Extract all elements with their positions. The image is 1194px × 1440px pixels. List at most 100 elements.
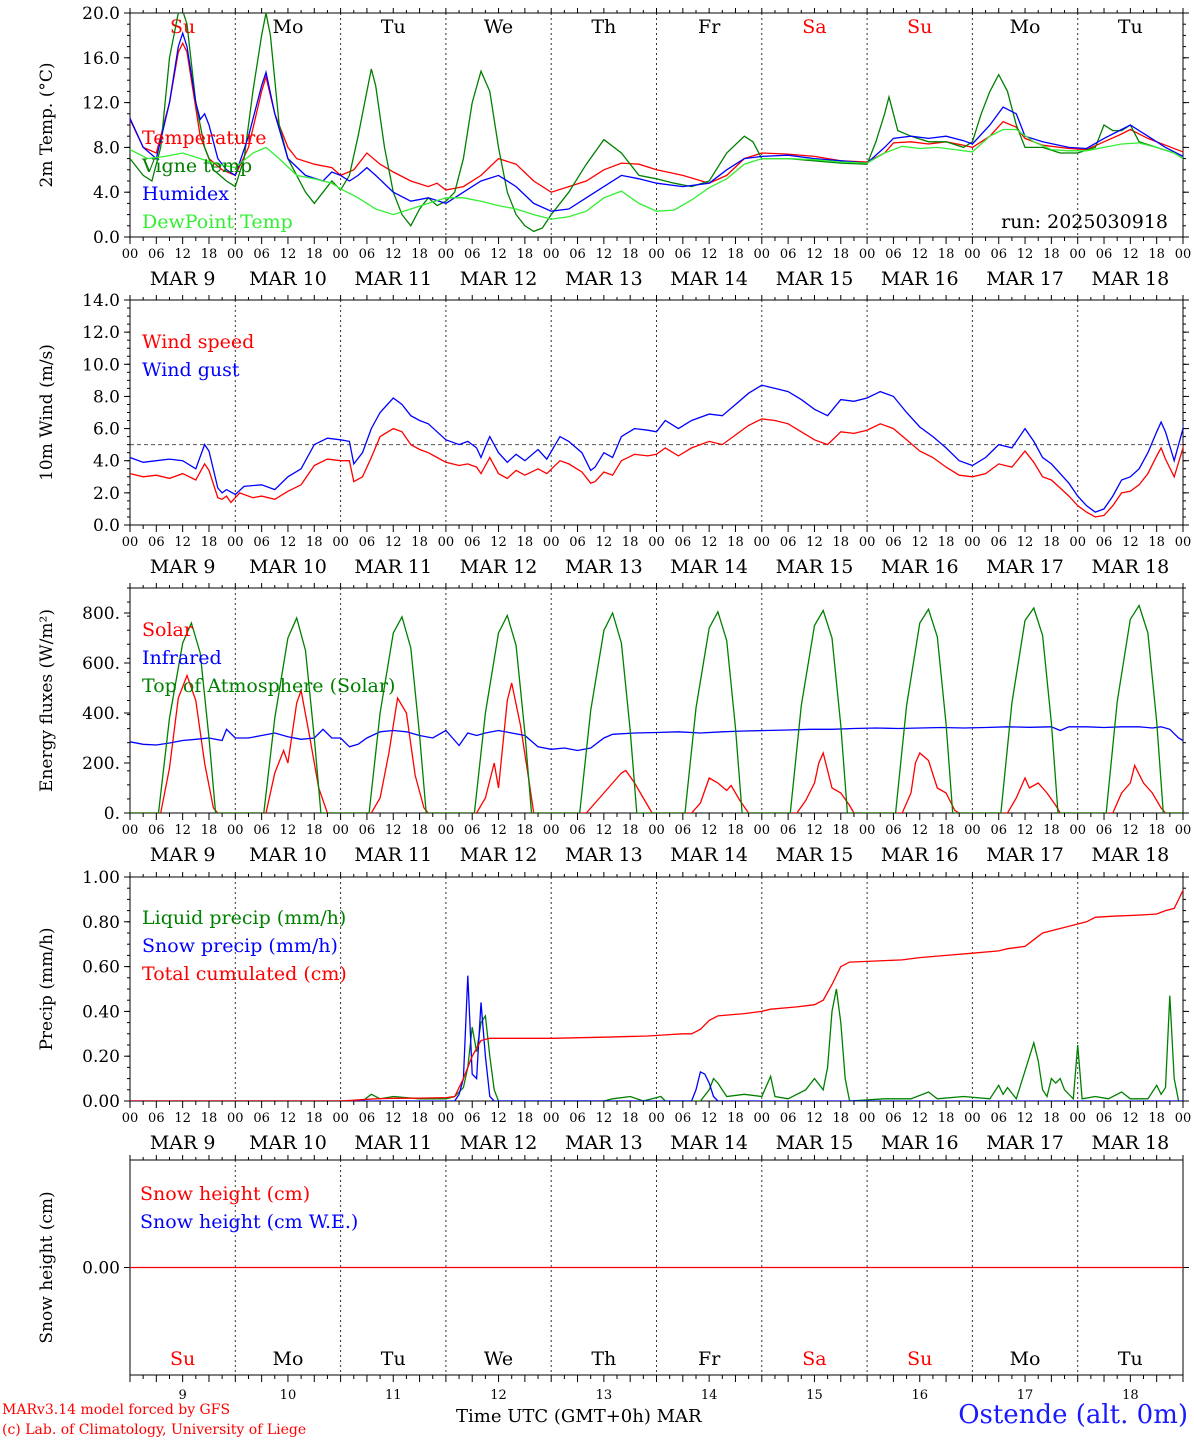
x-date-label: MAR 17 bbox=[986, 556, 1064, 578]
x-hour-label: 00 bbox=[122, 1111, 139, 1126]
legend-entry: Snow height (cm) bbox=[140, 1183, 310, 1205]
y-tick-label: 0.0 bbox=[93, 516, 120, 536]
x-hour-label: 06 bbox=[148, 823, 165, 838]
panel-4: 0.00 0.20 0.40 0.60 0.80 1.00 Precip (mm/h) 00 0… bbox=[37, 868, 1191, 1154]
day-number-label: 15 bbox=[806, 1388, 823, 1400]
x-hour-label: 00 bbox=[543, 535, 560, 550]
x-hour-label: 06 bbox=[464, 823, 481, 838]
x-date-label: MAR 14 bbox=[670, 1132, 748, 1154]
x-hour-label: 12 bbox=[385, 1111, 402, 1126]
series-line-dewpoint-temp bbox=[130, 128, 1183, 220]
x-date-label: MAR 10 bbox=[249, 844, 327, 866]
x-hour-label: 18 bbox=[938, 535, 955, 550]
series-line-infrared bbox=[130, 726, 1183, 752]
legend-entry: Solar bbox=[142, 619, 194, 641]
x-hour-label: 00 bbox=[964, 247, 981, 262]
x-hour-label: 18 bbox=[201, 823, 218, 838]
x-hour-label: 06 bbox=[464, 535, 481, 550]
day-name-label: Th bbox=[591, 16, 616, 38]
legend-entry: Vigne temp bbox=[141, 155, 252, 177]
x-hour-label: 06 bbox=[780, 535, 797, 550]
x-hour-label: 00 bbox=[648, 247, 665, 262]
time-axis-month: MAR bbox=[656, 1406, 702, 1427]
y-tick-label: 0.60 bbox=[82, 958, 120, 978]
y-tick-label: 12.0 bbox=[82, 323, 120, 343]
x-hour-label: 06 bbox=[780, 247, 797, 262]
day-name-label: Fr bbox=[698, 1348, 721, 1370]
x-hour-label: 18 bbox=[411, 535, 428, 550]
x-hour-label: 12 bbox=[596, 1111, 613, 1126]
x-date-label: MAR 13 bbox=[565, 844, 643, 866]
x-hour-label: 06 bbox=[148, 535, 165, 550]
day-number-label: 14 bbox=[701, 1388, 718, 1400]
x-hour-label: 00 bbox=[332, 535, 349, 550]
x-hour-label: 06 bbox=[359, 535, 376, 550]
x-hour-label: 00 bbox=[754, 535, 771, 550]
x-hour-label: 12 bbox=[490, 823, 507, 838]
day-name-label: Tu bbox=[381, 16, 406, 38]
x-hour-label: 18 bbox=[517, 535, 534, 550]
x-hour-label: 06 bbox=[569, 247, 586, 262]
x-hour-label: 06 bbox=[359, 1111, 376, 1126]
x-hour-label: 06 bbox=[1096, 535, 1113, 550]
x-hour-label: 06 bbox=[569, 1111, 586, 1126]
x-hour-label: 12 bbox=[806, 247, 823, 262]
time-axis-title-text: Time UTC (GMT+0h) bbox=[456, 1406, 651, 1427]
x-hour-label: 12 bbox=[1017, 247, 1034, 262]
x-hour-label: 06 bbox=[885, 1111, 902, 1126]
y-tick-label: 0.00 bbox=[82, 1259, 120, 1279]
x-hour-label: 12 bbox=[1017, 1111, 1034, 1126]
x-hour-label: 00 bbox=[859, 247, 876, 262]
x-hour-label: 06 bbox=[359, 823, 376, 838]
x-date-label: MAR 11 bbox=[354, 556, 432, 578]
x-hour-label: 06 bbox=[675, 247, 692, 262]
x-date-label: MAR 17 bbox=[986, 268, 1064, 290]
x-hour-label: 00 bbox=[543, 823, 560, 838]
day-name-label: Th bbox=[591, 1348, 616, 1370]
day-number-label: 10 bbox=[280, 1388, 297, 1400]
x-hour-label: 18 bbox=[938, 1111, 955, 1126]
x-date-label: MAR 14 bbox=[670, 556, 748, 578]
x-hour-label: 00 bbox=[754, 1111, 771, 1126]
y-tick-label: 0.00 bbox=[82, 1092, 120, 1112]
x-hour-label: 00 bbox=[964, 823, 981, 838]
series-line-liquid-precip-mm-h bbox=[130, 988, 1180, 1101]
x-hour-label: 18 bbox=[201, 535, 218, 550]
x-hour-label: 12 bbox=[280, 247, 297, 262]
day-name-label: Sa bbox=[802, 16, 826, 38]
day-number-label: 18 bbox=[1122, 1388, 1139, 1400]
legend-entry: Liquid precip (mm/h) bbox=[142, 907, 346, 929]
x-hour-label: 06 bbox=[780, 1111, 797, 1126]
x-hour-label: 06 bbox=[990, 247, 1007, 262]
x-hour-label: 12 bbox=[280, 535, 297, 550]
series-line-solar bbox=[130, 673, 1183, 813]
day-name-label: Mo bbox=[272, 16, 303, 38]
x-date-label: MAR 13 bbox=[565, 1132, 643, 1154]
y-tick-label: 4.0 bbox=[93, 452, 120, 472]
x-date-label: MAR 18 bbox=[1091, 556, 1169, 578]
series-line-top-of-atmosphere-solar bbox=[130, 603, 1183, 813]
x-hour-label: 12 bbox=[1122, 823, 1139, 838]
x-hour-label: 00 bbox=[122, 535, 139, 550]
x-hour-label: 18 bbox=[833, 1111, 850, 1126]
x-hour-label: 00 bbox=[1069, 535, 1086, 550]
x-date-label: MAR 12 bbox=[460, 1132, 538, 1154]
day-name-label: Sa bbox=[802, 1348, 826, 1370]
x-hour-label: 12 bbox=[911, 247, 928, 262]
x-date-label: MAR 12 bbox=[460, 268, 538, 290]
x-hour-label: 06 bbox=[675, 823, 692, 838]
y-tick-label: 0. bbox=[104, 804, 120, 824]
x-hour-label: 00 bbox=[438, 535, 455, 550]
x-hour-label: 18 bbox=[517, 247, 534, 262]
x-hour-label: 06 bbox=[675, 1111, 692, 1126]
x-hour-label: 06 bbox=[990, 1111, 1007, 1126]
legend-entry: Infrared bbox=[142, 647, 222, 669]
x-hour-label: 00 bbox=[227, 247, 244, 262]
x-hour-label: 12 bbox=[701, 535, 718, 550]
x-hour-label: 00 bbox=[964, 535, 981, 550]
series-line-temperature bbox=[130, 41, 1183, 193]
x-hour-label: 12 bbox=[1122, 1111, 1139, 1126]
legend-entry: Top of Atmosphere (Solar) bbox=[142, 675, 395, 697]
y-tick-label: 0.40 bbox=[82, 1002, 120, 1022]
x-date-label: MAR 9 bbox=[150, 268, 216, 290]
